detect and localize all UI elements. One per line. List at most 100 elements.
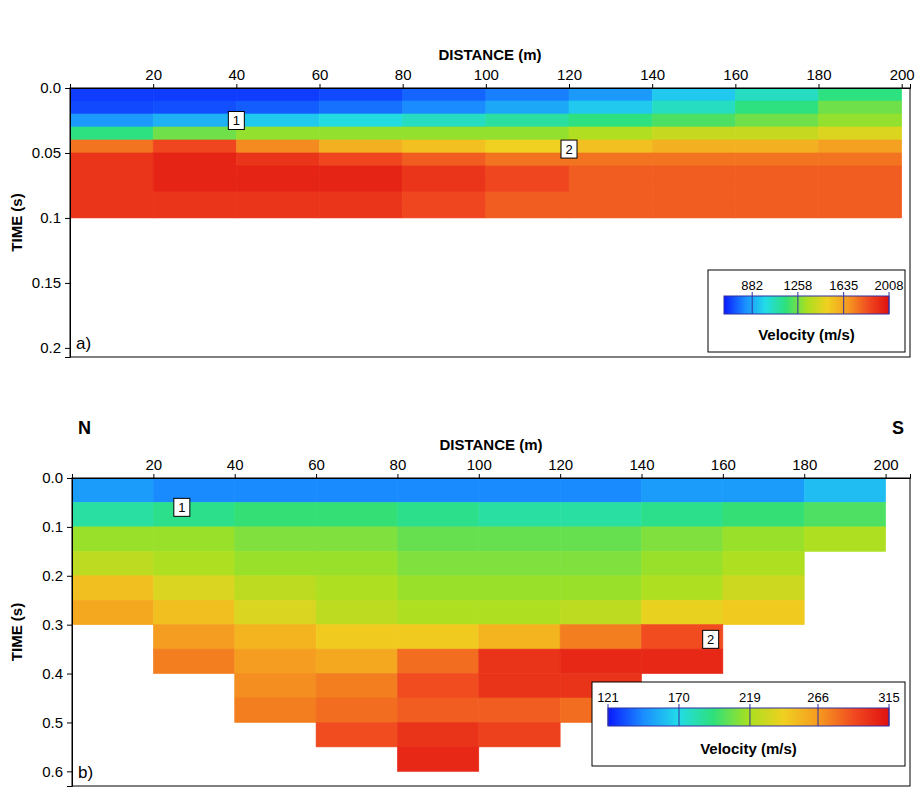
x-axis-tick: 140 (640, 66, 665, 88)
heatmap-cell (235, 478, 316, 502)
y-axis-tick: 0.6 (42, 763, 72, 780)
heatmap-cell (320, 192, 403, 205)
annotation-text: 1 (233, 113, 240, 128)
x-axis-tick-mark (397, 474, 398, 478)
heatmap-cell (72, 478, 153, 502)
heatmap-cell (320, 205, 403, 218)
heatmap-cell (569, 114, 652, 127)
x-axis-tick-mark (560, 474, 561, 478)
colorbar-tick-label: 315 (878, 690, 900, 705)
heatmap-cell (320, 114, 403, 127)
heatmap-cell (569, 153, 652, 166)
colorbar-title: Velocity (m/s) (700, 740, 797, 757)
heatmap-cell (236, 114, 319, 127)
heatmap-cell (316, 625, 397, 649)
heatmap-cell (236, 166, 319, 179)
y-axis-tick: 0.15 (32, 274, 70, 291)
heatmap-cell (403, 179, 486, 192)
x-axis-tick-label: 120 (557, 66, 582, 83)
heatmap-cell (153, 625, 234, 649)
colorbar-bar (608, 708, 889, 726)
heatmap-cell (72, 502, 153, 526)
heatmap-cell (804, 502, 885, 526)
panel-label: b) (78, 763, 93, 782)
heatmap-cell (397, 478, 478, 502)
heatmap-cell (819, 179, 902, 192)
heatmap-cell (560, 649, 641, 673)
heatmap-cell (486, 205, 569, 218)
heatmap-cell (735, 179, 818, 192)
y-axis-tick: 0.0 (42, 469, 72, 486)
y-axis: 0.00.10.20.30.40.50.6 (42, 469, 72, 786)
heatmap-cell (735, 114, 818, 127)
heatmap-cell (153, 179, 236, 192)
heatmap-cell (804, 527, 885, 551)
y-axis-tick-label: 0.05 (32, 144, 61, 161)
y-axis-title: TIME (s) (8, 193, 25, 251)
heatmap-cell (153, 166, 236, 179)
heatmap-cell (70, 179, 153, 192)
x-axis-tick-mark (316, 474, 317, 478)
x-axis-tick: 60 (312, 66, 329, 88)
heatmap-cell (479, 551, 560, 575)
y-axis-tick-mark (65, 88, 70, 89)
colorbar-tick (749, 704, 750, 726)
heatmap-cell (235, 600, 316, 624)
heatmap-cell (320, 166, 403, 179)
heatmap-cell (652, 192, 735, 205)
heatmap-cell (819, 205, 902, 218)
colorbar-bar (724, 296, 889, 314)
heatmap-cell (153, 192, 236, 205)
x-axis-line (73, 474, 911, 479)
heatmap-cell (153, 140, 236, 153)
heatmap-cell (819, 192, 902, 205)
heatmap-cell (403, 127, 486, 140)
heatmap-cell (735, 192, 818, 205)
heatmap-cell (569, 179, 652, 192)
heatmap-cell (320, 140, 403, 153)
x-axis-tick-label: 40 (228, 66, 245, 83)
x-axis-title: DISTANCE (m) (438, 46, 541, 63)
heatmap-cell (316, 649, 397, 673)
heatmap-cell (819, 114, 902, 127)
heatmap-cell (642, 551, 723, 575)
colorbar-box (708, 270, 905, 352)
x-axis-tick-label: 180 (792, 456, 817, 473)
heatmap-cell (569, 101, 652, 114)
heatmap-cell (403, 192, 486, 205)
colorbar-tick-label: 2008 (875, 278, 904, 293)
plot-frame (70, 88, 910, 357)
heatmap-cell (72, 551, 153, 575)
panel-label: a) (76, 334, 91, 353)
x-axis-tick: 40 (228, 66, 245, 88)
x-axis-tick: 140 (629, 456, 654, 478)
heatmap-cell (560, 502, 641, 526)
annotation-box (561, 140, 577, 158)
x-axis-tick-mark (886, 474, 887, 478)
panel: 204060801001201401601802000.00.050.10.15… (8, 46, 915, 358)
x-axis-tick-mark (735, 84, 736, 88)
colorbar-box (592, 682, 905, 766)
y-axis-tick-label: 0.1 (42, 518, 63, 535)
annotation-box (228, 111, 244, 129)
y-axis-title: TIME (s) (8, 603, 25, 661)
heatmap-cell (153, 101, 236, 114)
x-axis-tick-mark (153, 474, 154, 478)
heatmap-cell (153, 127, 236, 140)
heatmap-cell (70, 101, 153, 114)
heatmap-cell (652, 140, 735, 153)
heatmap-cell (486, 166, 569, 179)
x-axis-tick-label: 20 (145, 66, 162, 83)
x-axis: 20406080100120140160180200 (73, 456, 911, 479)
heatmap-cell (397, 722, 478, 746)
x-axis: 20406080100120140160180200 (71, 66, 915, 89)
y-axis-tick: 0.5 (42, 714, 72, 731)
heatmap-cell (486, 140, 569, 153)
heatmap-cell (236, 127, 319, 140)
x-axis-tick-mark (819, 84, 820, 88)
x-axis-tick: 40 (227, 456, 244, 478)
heatmap-cell (479, 625, 560, 649)
y-axis-tick-mark (67, 771, 72, 772)
heatmap-cell (560, 600, 641, 624)
heatmap-cell (236, 101, 319, 114)
